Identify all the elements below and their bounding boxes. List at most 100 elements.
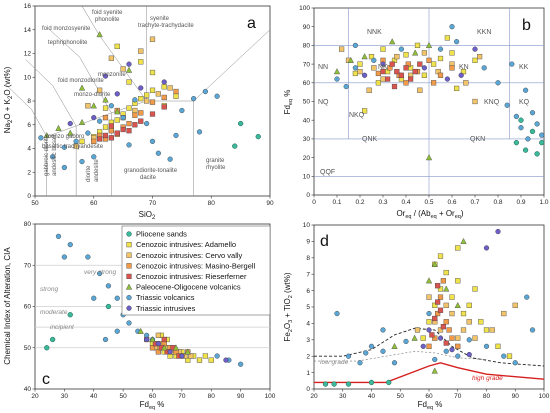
panel-c-ylabel: Chemical Index of Alteration, CIA: [3, 247, 12, 365]
y-tick-label: 10: [303, 174, 311, 181]
data-point-adamello: [495, 343, 501, 349]
panel-a-points: [38, 31, 261, 171]
panel-c-points: [44, 233, 244, 367]
data-point-cervo: [472, 335, 478, 341]
data-point-triassic_intr: [495, 228, 501, 235]
data-point-triassic_intr: [483, 245, 490, 251]
annotation-strong: strong: [40, 286, 58, 293]
data-point-triassic_volc: [495, 80, 501, 86]
data-point-triassic_volc: [79, 158, 85, 165]
data-point-triassic_intr: [380, 61, 386, 67]
data-point-triassic_volc: [67, 242, 73, 248]
data-point-pliocene: [368, 379, 375, 386]
data-point-rieserferner: [432, 315, 438, 322]
field-qqf: QQF: [320, 169, 335, 176]
panel-d-ylabel: Fe2O3 + TiO2 (wt%): [283, 272, 294, 341]
data-point-paleocene: [460, 237, 467, 245]
data-point-masino: [173, 88, 179, 95]
legend-marker-triassic_volc: [126, 295, 132, 301]
data-point-cervo: [417, 87, 423, 93]
data-point-rieserferner: [114, 130, 120, 136]
data-point-triassic_intr: [426, 327, 432, 333]
data-point-rieserferner: [380, 68, 386, 75]
x-tick-label: 30: [339, 393, 347, 400]
x-tick-label: 50: [397, 393, 405, 400]
data-point-cervo: [155, 332, 161, 338]
data-point-rieserferner: [161, 336, 167, 343]
data-point-triassic_volc: [155, 150, 161, 156]
data-point-triassic_volc: [167, 156, 173, 162]
data-point-masino: [375, 70, 382, 77]
data-point-adamello: [432, 302, 438, 308]
data-point-triassic_intr: [91, 115, 97, 121]
data-point-masino: [149, 345, 156, 351]
data-point-paleocene: [90, 102, 97, 109]
data-point-adamello: [403, 52, 409, 58]
data-point-adamello: [144, 92, 150, 98]
data-point-adamello: [114, 43, 120, 49]
field-syenite: syenite: [150, 16, 170, 22]
data-point-paleocene: [425, 277, 433, 284]
legend-marker-masino: [126, 263, 132, 269]
data-point-triassic_volc: [114, 328, 120, 334]
data-point-triassic_volc: [481, 65, 487, 71]
data-point-adamello: [472, 286, 478, 292]
legend-box: [121, 225, 271, 316]
legend-label-masino: Cenozoic intrusives: Masino-Bergell: [136, 261, 256, 270]
annotation-very-strong: very strong: [84, 269, 117, 276]
data-point-triassic_intr: [449, 347, 455, 353]
data-point-adamello: [431, 61, 437, 67]
x-tick-label: 0.7: [470, 199, 479, 206]
data-point-cervo: [414, 327, 421, 333]
data-point-triassic_volc: [368, 343, 375, 349]
x-tick-label: 100: [539, 393, 550, 400]
data-point-triassic_volc: [525, 136, 531, 142]
data-point-masino: [449, 335, 455, 341]
y-tick-label: 60: [24, 304, 32, 311]
field-kn: KN: [459, 64, 469, 71]
x-tick-label: 0.6: [447, 199, 456, 206]
data-point-triassic_intr: [161, 79, 167, 85]
data-point-cervo: [357, 68, 363, 75]
data-point-masino: [403, 80, 409, 86]
data-point-triassic_volc: [455, 353, 461, 359]
x-tick-label: 90: [237, 393, 245, 400]
y-tick-label: 0: [27, 193, 31, 200]
data-point-triassic_volc: [105, 283, 112, 289]
data-point-triassic_intr: [144, 336, 150, 343]
data-point-triassic_volc: [539, 132, 545, 138]
panel-a-xlabel: SiO2: [139, 210, 156, 221]
x-tick-label: 40: [90, 393, 98, 400]
data-point-triassic_volc: [85, 130, 91, 136]
data-point-cervo: [371, 65, 377, 71]
field-nq: NQ: [318, 99, 329, 106]
data-point-adamello: [362, 108, 368, 114]
data-point-triassic_volc: [504, 102, 510, 108]
data-point-triassic_volc: [238, 361, 244, 367]
data-point-adamello: [506, 353, 513, 359]
data-point-triassic_volc: [61, 254, 67, 260]
legend-label-cervo: Cenozoic intrusives: Cervo vally: [136, 251, 243, 260]
data-point-adamello: [454, 85, 460, 92]
data-point-triassic_volc: [108, 103, 114, 109]
panel-c-ticks: 20 30 40 50 60 70 80 90 100 40 50 60 70 80: [24, 221, 276, 400]
data-point-rieserferner: [437, 307, 444, 313]
field-diorite: diorite: [86, 165, 92, 182]
data-point-triassic_volc: [334, 76, 340, 82]
data-point-triassic_volc: [534, 121, 540, 127]
data-point-adamello: [79, 138, 85, 144]
x-tick-label: 70: [149, 200, 157, 207]
data-point-paleocene: [78, 118, 86, 125]
data-point-adamello: [460, 68, 467, 75]
x-tick-label: 60: [425, 393, 433, 400]
data-point-masino: [161, 94, 167, 101]
data-point-cervo: [132, 107, 138, 114]
data-point-cervo: [188, 353, 194, 359]
data-point-cervo: [421, 50, 428, 56]
data-point-cervo: [97, 87, 103, 93]
data-point-cervo: [463, 80, 469, 86]
tas-field-line: [79, 56, 112, 113]
low-grade-curve: [314, 327, 545, 367]
data-point-triassic_intr: [420, 343, 426, 349]
data-point-triassic_volc: [391, 360, 398, 366]
